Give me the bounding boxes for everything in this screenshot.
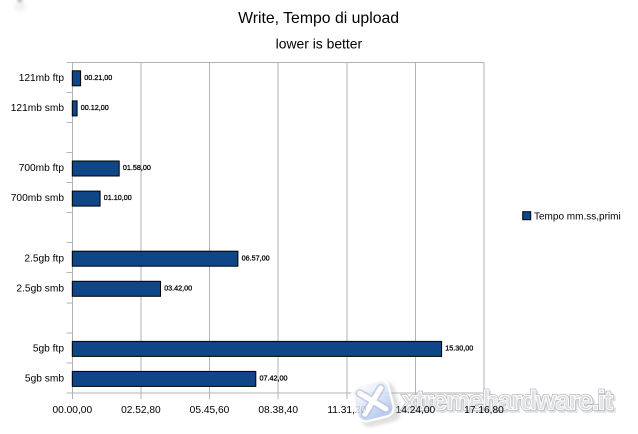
svg-text:05.45,60: 05.45,60 [190,405,230,416]
svg-text:01.10,00: 01.10,00 [104,193,132,202]
svg-text:01.58,00: 01.58,00 [123,163,151,172]
svg-text:5gb ftp: 5gb ftp [33,344,64,355]
svg-text:Write, Tempo di upload: Write, Tempo di upload [238,10,399,27]
svg-text:xtremehardware.it: xtremehardware.it [402,386,613,416]
svg-text:03.42,00: 03.42,00 [164,283,192,292]
svg-text:121mb ftp: 121mb ftp [19,73,65,84]
svg-text:2.5gb smb: 2.5gb smb [16,283,64,294]
svg-text:06.57,00: 06.57,00 [242,253,270,262]
svg-text:00.00,00: 00.00,00 [52,405,92,416]
svg-text:08.38,40: 08.38,40 [258,405,298,416]
svg-text:15.30,00: 15.30,00 [445,344,473,353]
svg-text:00.12,00: 00.12,00 [81,103,109,112]
svg-text:02.52,80: 02.52,80 [121,405,161,416]
svg-text:700mb smb: 700mb smb [11,193,65,204]
svg-text:xtremehardware.it: xtremehardware.it [402,386,613,416]
svg-text:121mb smb: 121mb smb [11,103,65,114]
svg-text:xtremehardware.it: xtremehardware.it [404,387,615,417]
svg-text:Tempo mm.ss,primi: Tempo mm.ss,primi [534,212,621,223]
svg-text:07.42,00: 07.42,00 [260,374,288,383]
svg-text:2.5gb ftp: 2.5gb ftp [24,253,64,264]
svg-text:700mb ftp: 700mb ftp [19,163,65,174]
svg-text:00.21,00: 00.21,00 [84,73,112,82]
svg-text:17.16,80: 17.16,80 [464,405,504,416]
svg-text:5gb smb: 5gb smb [25,374,64,385]
svg-text:14.24,00: 14.24,00 [396,405,436,416]
svg-text:11.31,20: 11.31,20 [327,405,366,416]
svg-text:lower is better: lower is better [276,36,363,52]
